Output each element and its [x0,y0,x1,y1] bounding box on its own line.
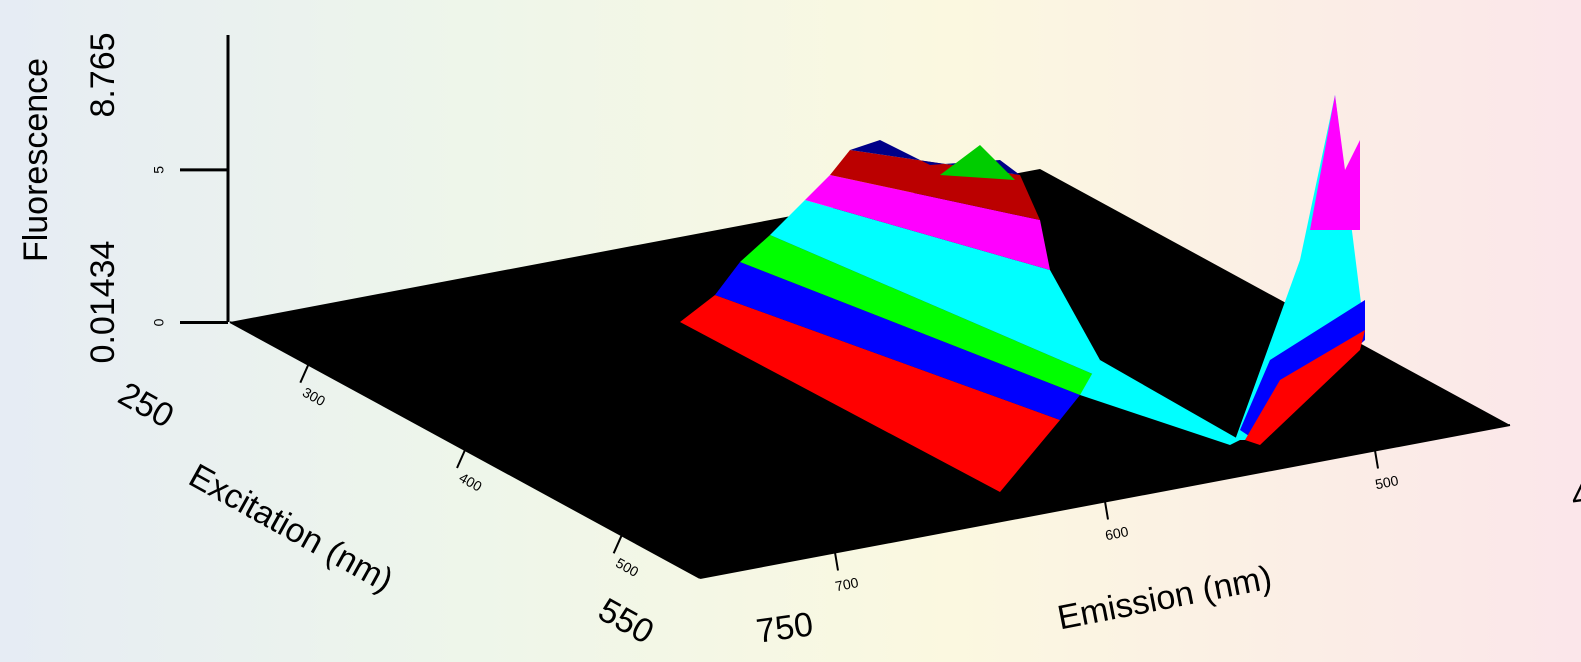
z-axis-label: Fluorescence [17,58,55,262]
z-tick-label: 5 [151,166,167,174]
z-tick-label: 0 [151,318,167,326]
y-lim-label: 750 [754,605,815,651]
chart: Fluorescence Excitation (nm) Emission (n… [0,0,1581,662]
z-lim-label: 8.765 [84,32,122,117]
page: {"chart_data": { "type": "surface", "zla… [0,0,1581,662]
z-lim-label: 0.01434 [84,241,122,364]
